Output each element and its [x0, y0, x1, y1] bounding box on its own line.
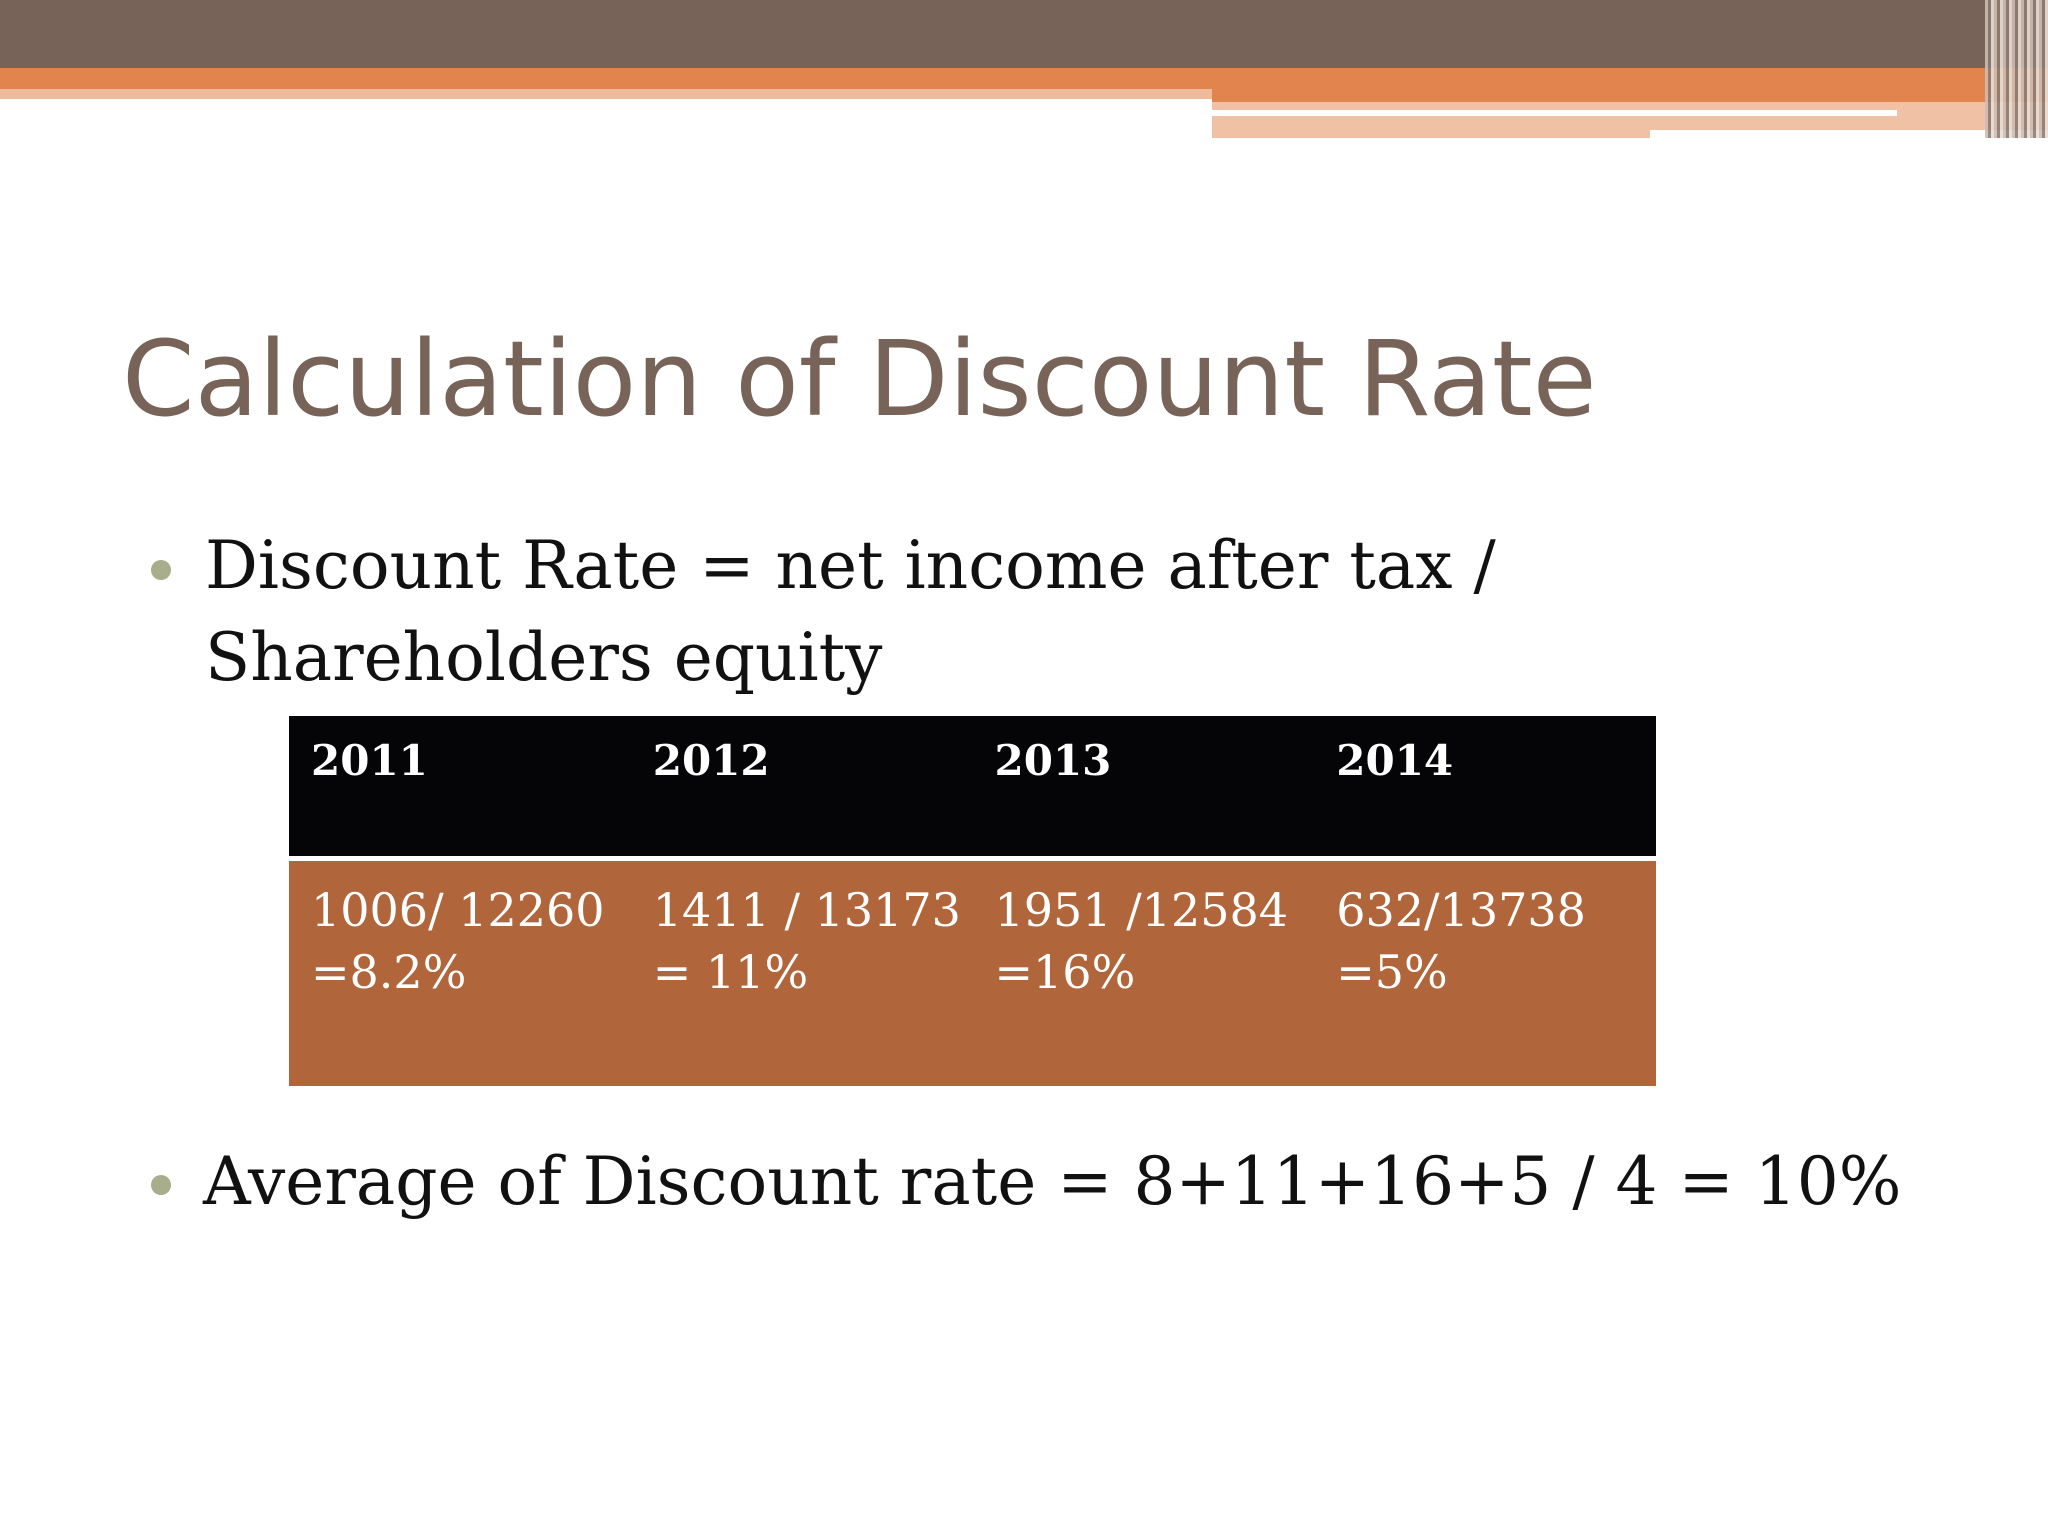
year-header: 2012: [630, 716, 973, 861]
year-header: 2011: [289, 716, 631, 861]
rate-result: =5%: [1336, 944, 1448, 999]
year-header: 2014: [1314, 716, 1656, 861]
rate-result: = 11%: [652, 944, 809, 999]
year-header: 2013: [972, 716, 1315, 861]
accent-band-right: [1212, 68, 2048, 102]
header-band: [0, 0, 2048, 68]
rate-cell: 632/13738 =5%: [1314, 858, 1656, 1086]
bullet-dot-icon: [151, 1175, 171, 1195]
accent-divider-line: [1212, 110, 1897, 116]
rate-calculation: 1006/ 12260: [311, 882, 605, 937]
rate-cell: 1951 /12584 =16%: [972, 858, 1315, 1086]
rate-result: =8.2%: [311, 944, 467, 999]
rate-cell: 1411 / 13173 = 11%: [630, 858, 973, 1086]
bullet-dot-icon: [151, 560, 171, 580]
rate-calculation: 1411 / 13173: [652, 882, 961, 937]
table-header-row: 2011 2012 2013 2014: [289, 716, 1656, 861]
table-row: 1006/ 12260 =8.2% 1411 / 13173 = 11% 195…: [289, 858, 1656, 1086]
decorative-stripes: [1985, 0, 2048, 138]
accent-band-left: [0, 68, 1212, 89]
accent-divider-cut: [1650, 130, 2048, 138]
rate-calculation: 1951 /12584: [994, 882, 1289, 937]
formula-bullet: Discount Rate = net income after tax / S…: [205, 527, 1496, 696]
accent-band-left-light: [0, 89, 1212, 99]
slide-title: Calculation of Discount Rate: [122, 318, 1597, 440]
average-bullet: Average of Discount rate = 8+11+16+5 / 4…: [203, 1143, 1902, 1220]
rate-result: =16%: [994, 944, 1136, 999]
rate-calculation: 632/13738: [1336, 882, 1586, 937]
rate-cell: 1006/ 12260 =8.2%: [289, 858, 631, 1086]
discount-rate-table: 2011 2012 2013 2014 1006/ 12260 =8.2% 14…: [289, 716, 1656, 1086]
